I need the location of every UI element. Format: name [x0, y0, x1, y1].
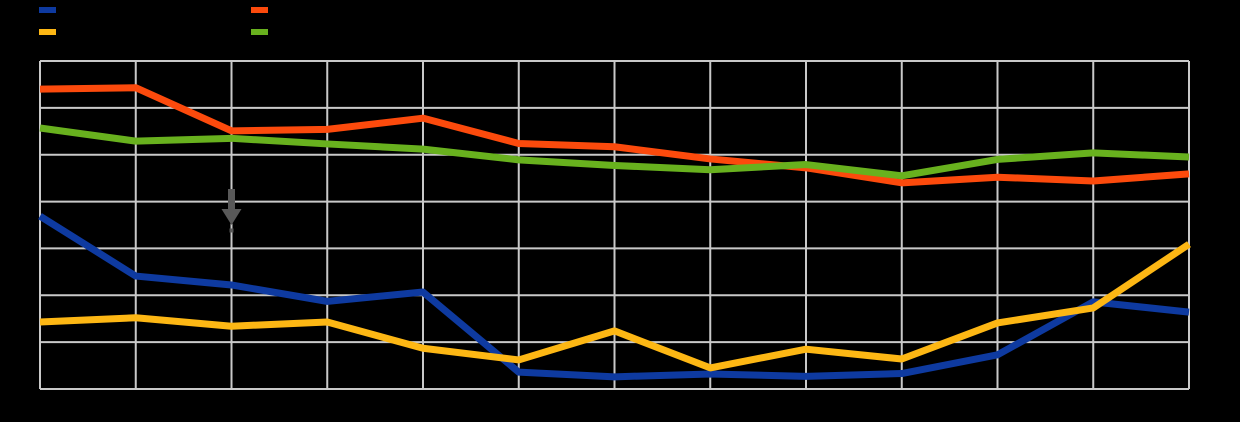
down-arrow-dot — [229, 228, 234, 233]
legend — [39, 7, 268, 35]
series-yellow-line — [39, 241, 1191, 372]
legend-swatch-series-green — [251, 29, 268, 35]
down-arrow-head — [221, 209, 242, 225]
legend-swatch-series-yellow — [39, 29, 56, 35]
series-orange-line — [39, 84, 1190, 187]
annotation-down-arrow — [221, 189, 242, 233]
series-blue-line — [38, 213, 1190, 381]
down-arrow-shaft — [228, 189, 235, 210]
data-series — [38, 84, 1191, 381]
legend-swatch-series-blue — [39, 7, 56, 13]
gridlines — [39, 60, 1190, 390]
series-green-line — [39, 124, 1190, 180]
legend-swatch-series-orange — [251, 7, 268, 13]
